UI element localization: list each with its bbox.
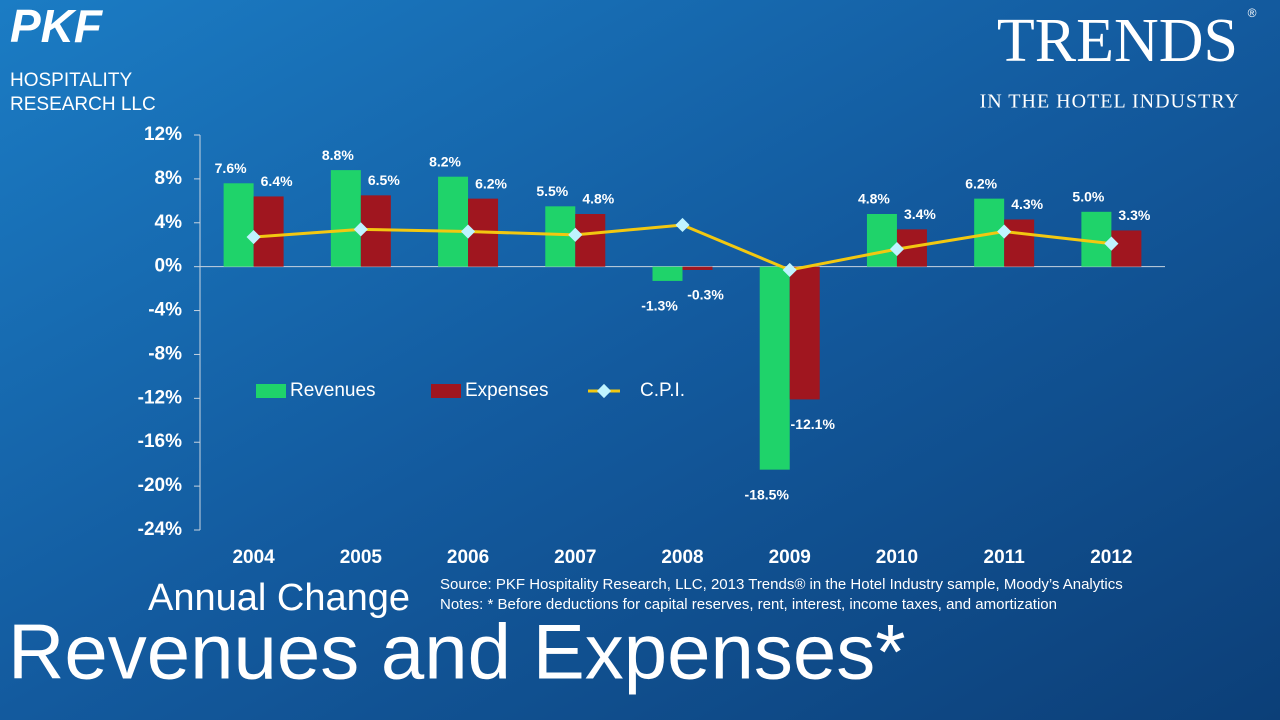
value-label: 6.5%: [368, 172, 400, 188]
legend-label: C.P.I.: [640, 380, 685, 401]
value-label: -1.3%: [641, 298, 678, 314]
value-label: 4.8%: [582, 191, 614, 207]
value-label: -12.1%: [791, 416, 836, 432]
value-label: 6.4%: [261, 173, 293, 189]
y-tick-label: -8%: [148, 343, 182, 364]
marker: [246, 229, 261, 245]
value-label: 8.8%: [322, 147, 354, 163]
bar: [866, 214, 897, 267]
value-label: 6.2%: [965, 175, 997, 191]
y-tick-label: -20%: [138, 475, 182, 496]
marker: [782, 262, 797, 278]
y-tick-label: 8%: [155, 168, 183, 189]
chart-subtitle: Annual Change: [148, 577, 410, 619]
x-tick-label: 2005: [340, 547, 383, 568]
legend-label: Revenues: [290, 380, 376, 401]
legend-swatch: [431, 384, 461, 398]
y-tick-label: 4%: [155, 212, 183, 233]
bar: [1004, 219, 1035, 267]
y-tick-label: -16%: [138, 431, 182, 452]
y-tick-label: -4%: [148, 300, 182, 321]
x-tick-label: 2008: [661, 547, 703, 568]
bar: [1081, 211, 1112, 267]
bar: [223, 183, 254, 267]
legend-swatch: [256, 384, 286, 398]
x-tick-label: 2006: [447, 547, 489, 568]
value-label: -18.5%: [745, 486, 790, 502]
x-tick-label: 2004: [232, 547, 275, 568]
bar: [789, 266, 820, 400]
notes: Notes: * Before deductions for capital r…: [440, 596, 1057, 613]
brand-mark: ®: [1248, 6, 1257, 20]
legend-label: Expenses: [465, 380, 548, 401]
bar: [759, 266, 790, 470]
brand-sub: IN THE HOTEL INDUSTRY: [980, 91, 1240, 113]
value-label: 4.8%: [858, 191, 890, 207]
y-tick-label: 0%: [155, 256, 183, 277]
logo-line: HOSPITALITY: [10, 70, 132, 91]
x-tick-label: 2011: [984, 547, 1026, 568]
marker: [353, 222, 368, 237]
x-tick-label: 2010: [876, 547, 918, 568]
marker: [460, 224, 476, 239]
bar: [253, 196, 284, 267]
bar: [330, 170, 361, 267]
marker: [1104, 236, 1119, 251]
x-tick-label: 2007: [554, 547, 596, 568]
x-tick-label: 2012: [1090, 547, 1132, 568]
value-label: 7.6%: [215, 160, 247, 176]
value-label: 4.3%: [1011, 196, 1043, 212]
chart-title: Revenues and Expenses*: [8, 608, 906, 696]
bar: [682, 266, 713, 270]
brand: TRENDS: [997, 7, 1238, 75]
y-tick-label: -12%: [138, 387, 182, 408]
marker: [997, 224, 1012, 239]
value-label: 6.2%: [475, 175, 507, 191]
source: Source: PKF Hospitality Research, LLC, 2…: [440, 576, 1123, 593]
logo: PKF: [10, 0, 104, 52]
marker: [889, 242, 905, 257]
marker: [675, 217, 690, 233]
value-label: -0.3%: [687, 287, 724, 303]
value-label: 3.4%: [904, 206, 936, 222]
value-label: 5.0%: [1072, 189, 1104, 205]
marker: [568, 227, 583, 242]
value-label: 5.5%: [536, 183, 568, 199]
y-tick-label: 12%: [144, 124, 182, 145]
bar: [438, 176, 469, 267]
legend-swatch: [596, 383, 612, 399]
value-label: 3.3%: [1118, 207, 1150, 223]
value-label: 8.2%: [429, 153, 461, 169]
logo-line: RESEARCH LLC: [10, 94, 156, 115]
bar: [1111, 230, 1142, 267]
x-tick-label: 2009: [769, 547, 811, 568]
y-tick-label: -24%: [138, 519, 182, 540]
bar: [575, 214, 606, 267]
bar: [652, 266, 683, 281]
